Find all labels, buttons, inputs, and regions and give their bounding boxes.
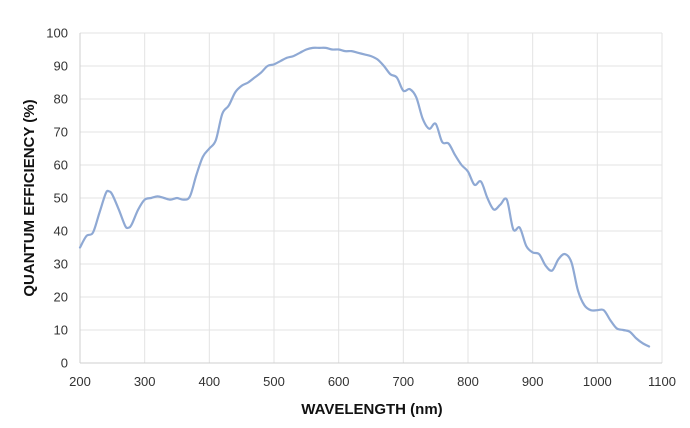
- x-tick-labels: 200 300 400 500 600 700 800 900 1000 1100: [69, 374, 676, 389]
- x-tick-label: 900: [522, 374, 544, 389]
- y-tick-label: 60: [54, 158, 68, 173]
- y-tick-label: 100: [46, 26, 68, 41]
- x-tick-label: 1000: [583, 374, 612, 389]
- y-tick-label: 90: [54, 59, 68, 74]
- y-tick-label: 10: [54, 323, 68, 338]
- y-tick-label: 40: [54, 224, 68, 239]
- y-tick-labels: 0 10 20 30 40 50 60 70 80 90 100: [46, 26, 68, 371]
- axes: [79, 33, 662, 364]
- x-axis-title: WAVELENGTH (nm): [301, 401, 442, 418]
- y-tick-label: 20: [54, 290, 68, 305]
- x-tick-label: 400: [198, 374, 220, 389]
- y-axis-title: QUANTUM EFFICIENCY (%): [21, 99, 38, 296]
- series-layer: [78, 46, 651, 348]
- x-tick-label: 1100: [648, 374, 676, 389]
- x-tick-label: 300: [134, 374, 156, 389]
- x-tick-label: 200: [69, 374, 91, 389]
- y-tick-label: 0: [61, 356, 68, 371]
- y-tick-label: 80: [54, 92, 68, 107]
- x-tick-label: 500: [263, 374, 285, 389]
- gridlines: [80, 32, 663, 363]
- y-tick-label: 50: [54, 191, 68, 206]
- series-line: [78, 46, 651, 348]
- y-tick-label: 70: [54, 125, 68, 140]
- y-tick-label: 30: [54, 257, 68, 272]
- x-tick-label: 600: [328, 374, 350, 389]
- x-tick-label: 700: [392, 374, 414, 389]
- x-tick-label: 800: [457, 374, 479, 389]
